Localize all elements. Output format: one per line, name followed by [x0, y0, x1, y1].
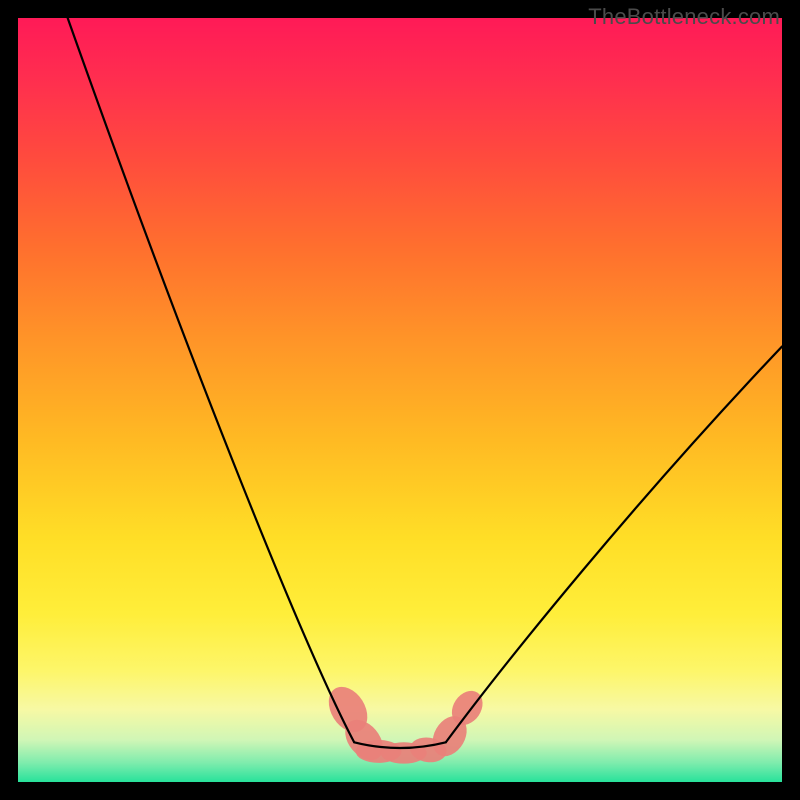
- watermark-text: TheBottleneck.com: [588, 4, 780, 30]
- plot-area: [18, 18, 782, 782]
- curve-right-branch: [446, 347, 782, 743]
- chart-frame: TheBottleneck.com: [0, 0, 800, 800]
- bottleneck-curve-svg: [18, 18, 782, 782]
- curve-left-branch: [68, 18, 355, 742]
